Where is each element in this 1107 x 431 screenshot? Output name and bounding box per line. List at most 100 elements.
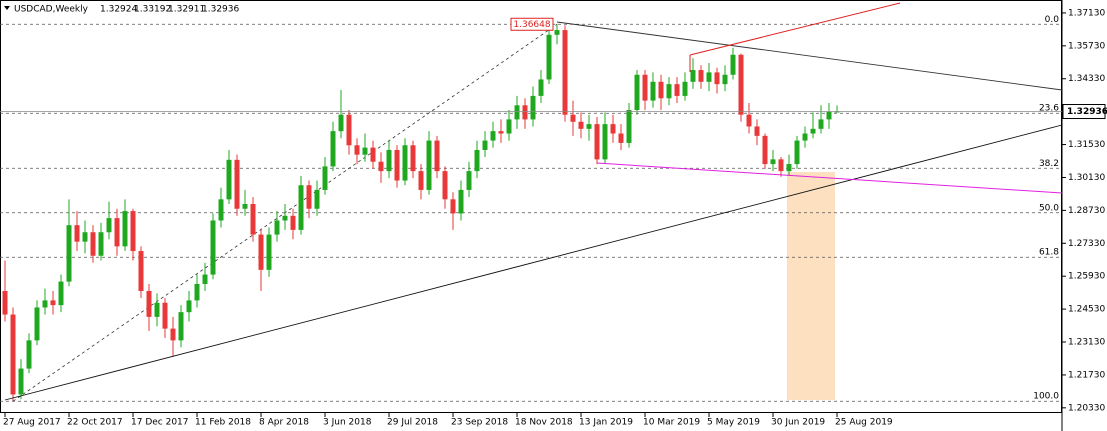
current-price-label: 1.32936 (1067, 107, 1107, 117)
candle-body (18, 368, 24, 395)
candle-body (786, 164, 792, 172)
candle-body (618, 133, 624, 143)
candle-body (498, 131, 504, 134)
candle-body (370, 147, 376, 162)
candle-body (546, 34, 552, 80)
fib-label: 61.8 (1039, 248, 1059, 258)
candle-body (346, 114, 352, 146)
candle-body (42, 300, 48, 308)
candle-body (130, 211, 136, 252)
candle-body (610, 124, 616, 134)
candle-body (450, 199, 456, 214)
candle-body (746, 114, 752, 127)
x-tick-label: 25 Aug 2019 (835, 418, 893, 428)
x-tick-label: 11 Feb 2018 (195, 418, 251, 428)
candle-body (34, 307, 40, 341)
candle-body (354, 145, 360, 155)
candle-body (738, 54, 744, 115)
x-tick-label: 8 Apr 2018 (259, 418, 309, 428)
candle-body (106, 218, 112, 233)
candle-body (386, 149, 392, 172)
y-tick-label: 1.25930 (1068, 272, 1105, 282)
x-tick-label: 18 Nov 2018 (515, 418, 573, 428)
candle-body (2, 291, 8, 315)
candle-body (674, 84, 680, 96)
trend-line (689, 2, 901, 56)
high-label: 1.36648 (513, 20, 550, 30)
candle-body (722, 74, 728, 85)
candle-body (466, 171, 472, 190)
candle-body (578, 121, 584, 129)
candle-body (650, 81, 656, 101)
header: USDCAD,Weekly 1.32924 1.33192 1.32911 1.… (4, 5, 239, 15)
candle-body (642, 74, 648, 101)
candle-body (266, 234, 272, 270)
candle-body (362, 147, 368, 155)
candle-body (778, 159, 784, 172)
highlight-zone (787, 172, 835, 400)
candle-body (834, 111, 840, 113)
candle-body (794, 140, 800, 165)
y-tick-label: 1.24530 (1068, 305, 1105, 315)
candle-body (690, 70, 696, 82)
candle-body (298, 185, 304, 230)
candle-body (74, 225, 80, 242)
candle-body (274, 220, 280, 235)
candle-body (50, 300, 56, 306)
candle-body (114, 218, 120, 247)
candle-body (522, 105, 528, 120)
candle-body (146, 291, 152, 317)
candle-body (586, 124, 592, 129)
candle-body (178, 312, 184, 341)
candle-body (826, 111, 832, 120)
candle-body (714, 72, 720, 85)
candle-body (282, 215, 288, 221)
y-tick-label: 1.37130 (1068, 8, 1105, 18)
candle-body (290, 215, 296, 230)
candle-body (562, 30, 568, 115)
candle-body (410, 145, 416, 172)
candle-body (154, 302, 160, 317)
candle-body (770, 159, 776, 165)
candle-body (58, 281, 64, 306)
candle-body (258, 234, 264, 270)
candle-body (66, 225, 72, 282)
candle-body (322, 166, 328, 190)
x-tick-label: 29 Jul 2018 (387, 418, 438, 428)
y-tick-label: 1.31530 (1068, 140, 1105, 150)
candle-body (402, 145, 408, 181)
candle-body (682, 81, 688, 96)
fib-label: 100.0 (1033, 392, 1059, 402)
candle-body (162, 302, 168, 329)
candle-body (514, 105, 520, 120)
y-tick-label: 1.34330 (1068, 74, 1105, 84)
ohlc-close: 1.32936 (202, 5, 239, 15)
fib-label: 50.0 (1039, 203, 1059, 213)
candle-body (754, 126, 760, 136)
candle-body (90, 232, 96, 256)
candle-body (658, 81, 664, 99)
candle-body (706, 72, 712, 82)
candle-body (634, 74, 640, 111)
fib-label: 0.0 (1045, 15, 1060, 25)
current-price-box (1062, 104, 1106, 120)
candle-body (202, 274, 208, 284)
candle-body (730, 54, 736, 75)
candle-body (218, 199, 224, 221)
candle-body (10, 314, 16, 395)
candle-body (98, 232, 104, 256)
plot-frame (0, 0, 1062, 413)
candle-body (594, 124, 600, 160)
y-tick-label: 1.30130 (1068, 173, 1105, 183)
ohlc-low: 1.32911 (168, 5, 205, 15)
candle-body (250, 204, 256, 235)
x-tick-label: 23 Sep 2018 (451, 418, 508, 428)
candle-body (434, 140, 440, 172)
candle-body (194, 283, 200, 301)
candle-body (306, 185, 312, 209)
x-tick-label: 30 Jun 2019 (771, 418, 825, 428)
y-tick-label: 1.27330 (1068, 239, 1105, 249)
candle-body (330, 131, 336, 167)
candle-body (490, 131, 496, 141)
